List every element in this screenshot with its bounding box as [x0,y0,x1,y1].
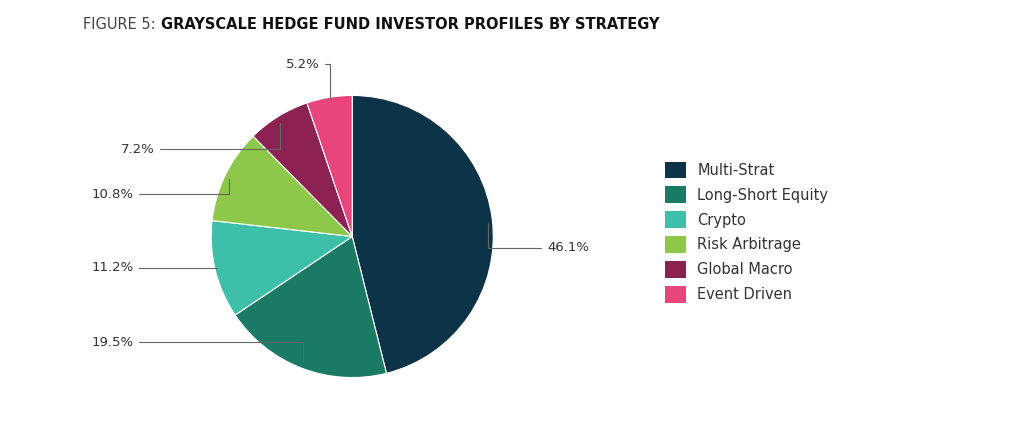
Text: 11.2%: 11.2% [91,261,217,274]
Wedge shape [253,103,352,236]
Text: 7.2%: 7.2% [121,123,281,156]
Wedge shape [352,95,493,373]
Text: 5.2%: 5.2% [286,58,330,99]
Text: GRAYSCALE HEDGE FUND INVESTOR PROFILES BY STRATEGY: GRAYSCALE HEDGE FUND INVESTOR PROFILES B… [161,17,659,32]
Legend: Multi-Strat, Long-Short Equity, Crypto, Risk Arbitrage, Global Macro, Event Driv: Multi-Strat, Long-Short Equity, Crypto, … [665,162,828,303]
Text: 19.5%: 19.5% [91,336,304,361]
Wedge shape [211,221,352,315]
Wedge shape [307,95,352,237]
Wedge shape [212,136,352,236]
Text: 46.1%: 46.1% [488,223,588,254]
Text: 10.8%: 10.8% [91,179,229,201]
Wedge shape [235,237,386,378]
Text: FIGURE 5:: FIGURE 5: [83,17,161,32]
